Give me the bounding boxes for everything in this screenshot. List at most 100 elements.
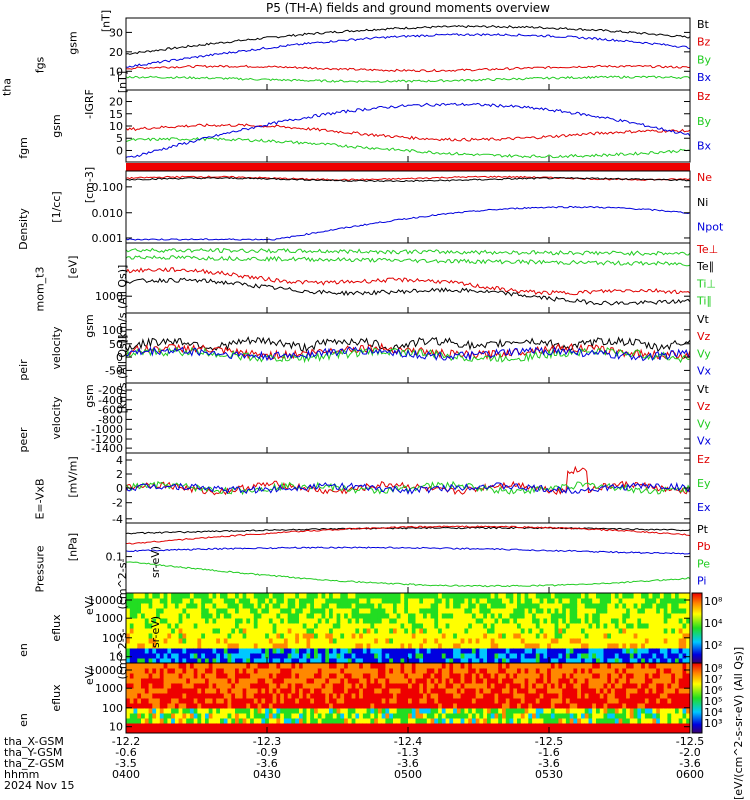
- spectrogram-cell: [205, 593, 210, 599]
- spectrogram-cell: [265, 673, 270, 679]
- spectrogram-cell: [174, 648, 180, 654]
- spectrogram-cell: [584, 688, 589, 694]
- spectrogram-cell: [659, 608, 665, 614]
- spectrogram-cell: [626, 693, 631, 699]
- spectrogram-cell: [389, 673, 394, 679]
- spectrogram-cell: [295, 713, 300, 719]
- spectrogram-cell: [453, 633, 458, 639]
- y-axis-label-line: fgs: [34, 56, 47, 73]
- spectrogram-cell: [494, 668, 499, 674]
- spectrogram-cell: [231, 623, 236, 629]
- spectrogram-cell: [603, 648, 608, 654]
- spectrogram-cell: [321, 708, 326, 714]
- spectrogram-cell: [152, 608, 157, 614]
- spectrogram-cell: [253, 593, 259, 599]
- spectrogram-cell: [370, 663, 375, 669]
- spectrogram-cell: [453, 663, 458, 669]
- spectrogram-cell: [261, 703, 266, 709]
- spectrogram-cell: [299, 693, 304, 699]
- spectrogram-cell: [411, 663, 417, 669]
- spectrogram-cell: [633, 673, 638, 679]
- spectrogram-cell: [148, 608, 153, 614]
- spectrogram-cell: [581, 678, 586, 684]
- spectrogram-cell: [434, 703, 439, 709]
- spectrogram-cell: [299, 643, 304, 649]
- spectrogram-cell: [141, 698, 146, 704]
- spectrogram-cell: [423, 623, 428, 629]
- spectrogram-cell: [347, 668, 353, 674]
- spectrogram-cell: [426, 728, 432, 734]
- spectrogram-cell: [171, 698, 176, 704]
- spectrogram-cell: [351, 708, 356, 714]
- spectrogram-cell: [494, 708, 499, 714]
- spectrogram-cell: [547, 718, 552, 724]
- spectrogram-cell: [456, 628, 462, 634]
- spectrogram-cell: [532, 643, 537, 649]
- spectrogram-cell: [197, 613, 202, 619]
- spectrogram-cell: [686, 668, 691, 674]
- spectrogram-cell: [129, 613, 135, 619]
- spectrogram-cell: [276, 608, 281, 614]
- spectrogram-cell: [268, 648, 274, 654]
- spectrogram-cell: [246, 648, 251, 654]
- spectrogram-cell: [212, 698, 217, 704]
- spectrogram-cell: [565, 718, 571, 724]
- spectrogram-cell: [502, 683, 507, 689]
- spectrogram-cell: [156, 603, 161, 609]
- spectrogram-cell: [633, 658, 638, 664]
- spectrogram-cell: [321, 683, 326, 689]
- spectrogram-cell: [611, 678, 616, 684]
- spectrogram-cell: [671, 628, 676, 634]
- spectrogram-cell: [599, 643, 605, 649]
- spectrogram-cell: [201, 728, 206, 734]
- spectrogram-cell: [171, 603, 176, 609]
- spectrogram-cell: [126, 728, 131, 734]
- spectrogram-cell: [223, 703, 229, 709]
- spectrogram-cell: [385, 643, 390, 649]
- spectrogram-cell: [201, 663, 206, 669]
- spectrogram-cell: [129, 728, 135, 734]
- spectrogram-cell: [644, 603, 650, 609]
- spectrogram-cell: [329, 593, 334, 599]
- spectrogram-cell: [614, 638, 620, 644]
- spectrogram-cell: [532, 623, 537, 629]
- spectrogram-cell: [242, 613, 247, 619]
- spectrogram-cell: [607, 653, 612, 659]
- series-dens-Ni: [125, 176, 691, 183]
- spectrogram-cell: [633, 613, 638, 619]
- spectrogram-cell: [629, 728, 635, 734]
- spectrogram-cell: [460, 678, 465, 684]
- spectrogram-cell: [163, 713, 168, 719]
- spectrogram-cell: [419, 703, 424, 709]
- spectrogram-cell: [618, 648, 623, 654]
- spectrogram-cell: [588, 693, 593, 699]
- spectrogram-cell: [186, 623, 191, 629]
- spectrogram-cell: [126, 698, 131, 704]
- spectrogram-cell: [186, 698, 191, 704]
- spectrogram-cell: [381, 688, 386, 694]
- spectrogram-cell: [299, 688, 304, 694]
- spectrogram-cell: [321, 668, 326, 674]
- spectrogram-cell: [456, 728, 462, 734]
- spectrogram-cell: [193, 698, 198, 704]
- spectrogram-cell: [468, 678, 473, 684]
- spectrogram-cell: [159, 698, 165, 704]
- spectrogram-cell: [223, 693, 229, 699]
- spectrogram-cell: [189, 718, 195, 724]
- spectrogram-cell: [675, 643, 680, 649]
- spectrogram-cell: [423, 698, 428, 704]
- spectrogram-cell: [362, 613, 368, 619]
- spectrogram-cell: [340, 618, 345, 624]
- spectrogram-cell: [449, 618, 454, 624]
- spectrogram-cell: [517, 638, 522, 644]
- spectrogram-cell: [186, 598, 191, 604]
- spectrogram-cell: [389, 693, 394, 699]
- spectrogram-cell: [494, 728, 499, 734]
- spectrogram-cell: [182, 608, 187, 614]
- spectrogram-cell: [377, 688, 383, 694]
- spectrogram-cell: [261, 633, 266, 639]
- spectrogram-cell: [468, 593, 473, 599]
- spectrogram-cell: [648, 663, 653, 669]
- spectrogram-cell: [133, 663, 138, 669]
- spectrogram-cell: [453, 593, 458, 599]
